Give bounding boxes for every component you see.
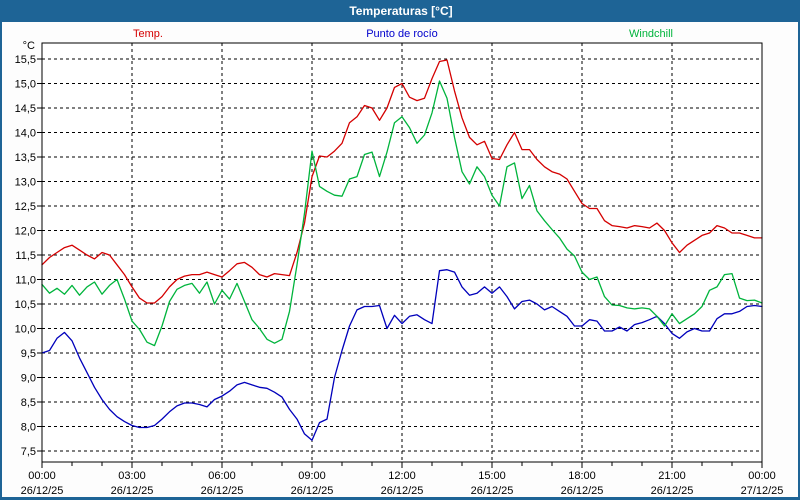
x-tick-time-label: 03:00 <box>118 470 146 482</box>
x-tick-date-label: 26/12/25 <box>381 485 424 497</box>
y-tick-label: 13,0 <box>15 177 36 189</box>
x-tick-time-label: 12:00 <box>388 470 416 482</box>
series-line-temp <box>41 59 763 304</box>
y-tick-label: 12,0 <box>15 226 36 238</box>
x-tick-time-label: 00:00 <box>748 470 776 482</box>
x-tick-time-label: 15:00 <box>478 470 506 482</box>
y-tick-label: 10,5 <box>15 299 36 311</box>
series-line-punto-de-rocio <box>41 269 763 441</box>
series-line-windchill <box>41 80 763 347</box>
x-tick-date-label: 26/12/25 <box>111 485 154 497</box>
x-tick-date-label: 26/12/25 <box>291 485 334 497</box>
y-tick-label: 9,0 <box>21 373 36 385</box>
x-tick-date-label: 26/12/25 <box>21 485 64 497</box>
legend-item-windchill: Windchill <box>628 28 674 40</box>
y-tick-label: 14,0 <box>15 128 36 140</box>
x-tick-time-label: 18:00 <box>568 470 596 482</box>
x-tick-time-label: 21:00 <box>658 470 686 482</box>
x-tick-time-label: 06:00 <box>208 470 236 482</box>
plot-frame <box>41 42 763 463</box>
x-tick-date-label: 26/12/25 <box>651 485 694 497</box>
y-tick-label: 10,0 <box>15 324 36 336</box>
y-tick-label: 8,5 <box>21 397 36 409</box>
x-tick-date-label: 26/12/25 <box>561 485 604 497</box>
window-title-bar: Temperaturas [°C] <box>2 0 798 22</box>
y-tick-label: 7,5 <box>21 446 36 458</box>
x-tick-time-label: 00:00 <box>28 470 56 482</box>
y-tick-label: 11,0 <box>15 275 36 287</box>
y-tick-label: 8,0 <box>21 422 36 434</box>
x-tick-date-label: 26/12/25 <box>471 485 514 497</box>
window-title: Temperaturas [°C] <box>349 4 453 18</box>
legend-item-punto-de-rocio: Punto de rocío <box>366 28 438 40</box>
y-tick-label: 15,5 <box>15 54 36 66</box>
y-tick-label: 9,5 <box>21 348 36 360</box>
y-tick-label: 15,0 <box>15 79 36 91</box>
y-tick-label: 11,5 <box>15 250 36 262</box>
y-axis-unit-label: °C <box>22 40 35 52</box>
y-tick-label: 13,5 <box>15 152 36 164</box>
y-tick-label: 14,5 <box>15 103 36 115</box>
legend-item-temp: Temp. <box>133 28 163 40</box>
y-tick-label: 12,5 <box>15 201 36 213</box>
x-tick-date-label: 27/12/25 <box>741 485 784 497</box>
x-tick-time-label: 09:00 <box>298 470 326 482</box>
x-tick-date-label: 26/12/25 <box>201 485 244 497</box>
